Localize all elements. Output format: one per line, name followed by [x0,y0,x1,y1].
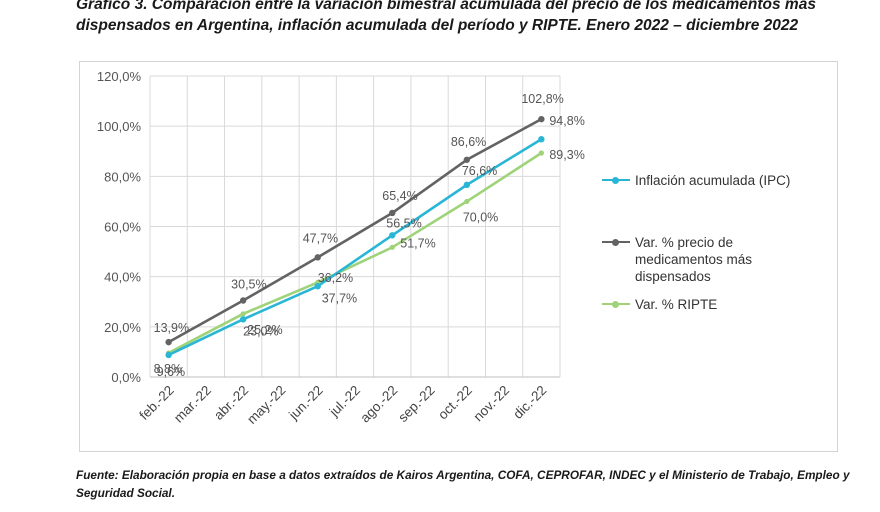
data-point-medicamentos [538,115,545,123]
x-tick-label: feb.-22 [136,383,176,423]
line-chart: 0,0% 20,0% 40,0% 60,0% 80,0% 100,0% 120,0% feb… [97,69,585,427]
data-label-ipc: 36,2% [318,271,353,285]
chart-title: Gráfico 3. Comparación entre la variació… [76,0,816,34]
data-label-ipc: 23,0% [243,324,278,338]
data-label-medicamentos: 47,7% [303,231,338,245]
series-line-ipc [168,138,543,357]
data-point-medicamentos [165,338,172,346]
data-point-ripte [389,244,395,250]
data-point-ipc [538,136,545,143]
data-label-ipc: 94,8% [549,114,584,128]
series-lines [168,118,543,357]
data-label-ripte: 89,3% [549,148,584,162]
y-tick-label: 20,0% [104,320,141,335]
x-tick-label: nov.-22 [470,383,512,425]
legend-label-medicamentos: Var. % precio de medicamentos más dispen… [635,235,753,284]
data-point-ripte [240,311,246,317]
data-point-ipc [463,181,471,189]
data-point-ipc [239,316,247,323]
data-label-ripte: 25,2% [247,323,282,337]
y-tick-label: 0,0% [111,370,141,385]
data-point-medicamentos [389,209,396,217]
data-label-ripte: 9,6% [157,365,186,379]
y-axis-ticks: 0,0% 20,0% 40,0% 60,0% 80,0% 100,0% 120,0% [97,69,142,385]
data-point-ripte [538,150,544,156]
x-tick-label: oct.-22 [435,383,475,423]
data-point-ipc [165,351,172,359]
y-tick-label: 60,0% [104,220,141,235]
data-point-medicamentos [463,156,471,163]
data-label-medicamentos: 102,8% [521,92,563,106]
source-note: Fuente: Elaboración propia en base a dat… [76,468,850,500]
data-label-ipc: 56,5% [386,216,421,230]
y-tick-label: 40,0% [104,270,141,285]
y-tick-label: 100,0% [97,119,142,134]
data-label-medicamentos: 86,6% [451,135,486,149]
data-point-ipc [314,282,321,290]
data-label-ripte: 51,7% [400,236,435,250]
x-tick-label: dic.-22 [510,383,549,422]
x-tick-label: ago.-22 [357,383,400,426]
legend-label-ripte: Var. % RIPTE [635,297,718,312]
data-point-medicamentos [239,297,247,304]
legend-label-ipc: Inflación acumulada (IPC) [635,173,791,188]
data-labels: 8,8% 23,0% 36,2% 56,5% 76,6% 94,8% 13,9% 30,5% 4… [154,92,585,379]
data-label-medicamentos: 30,5% [231,277,266,291]
data-label-ripte: 70,0% [463,210,498,224]
y-tick-label: 120,0% [97,69,142,84]
x-tick-label: jun.-22 [285,383,326,424]
data-point-ripte [464,198,470,205]
data-point-ipc [389,232,396,239]
y-tick-label: 80,0% [104,169,141,184]
series-line-medicamentos [168,118,542,344]
data-label-ipc: 76,6% [462,164,497,178]
data-point-medicamentos [314,254,321,261]
series-line-ripte [168,151,543,355]
data-label-medicamentos: 13,9% [154,321,189,335]
series-points [165,115,545,359]
x-tick-label: mar.-22 [171,383,214,426]
data-label-medicamentos: 65,4% [382,189,417,203]
data-label-ripte: 37,7% [322,291,357,305]
data-label-ipc: 8,8% [154,362,183,376]
x-tick-label: may.-22 [244,383,288,427]
x-tick-label: sep.-22 [395,383,437,425]
